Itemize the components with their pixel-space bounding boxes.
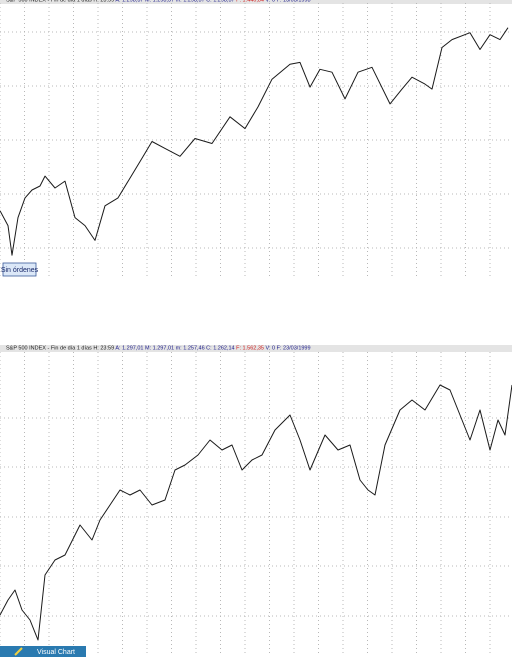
header-part: F: 1.446,84 <box>236 0 265 4</box>
header-bar <box>0 0 512 4</box>
header-part: F: 1.562,35 <box>236 346 265 352</box>
button-label: Sin órdenes <box>1 267 39 274</box>
orders-button[interactable]: Sin órdenes <box>1 262 39 277</box>
header-part: A: 1.297,01 M: 1.297,01 m: 1.257,46 C: 1… <box>115 346 236 352</box>
chart-header: S&P 500 INDEX - Fin de día 1 días H: 23:… <box>6 0 311 4</box>
app-tab[interactable]: Visual Chart <box>0 646 86 657</box>
chart-header: S&P 500 INDEX - Fin de día 1 días H: 23:… <box>6 346 311 352</box>
header-part: A: 1.298,37 M: 1.298,37 m: 1.298,37 C: 1… <box>115 0 236 4</box>
tab-icon <box>14 647 23 656</box>
tab-bg <box>0 646 86 657</box>
header-part: S&P 500 INDEX - Fin de día 1 días H: 23:… <box>6 0 115 4</box>
button-bg <box>2 262 37 277</box>
tab-label: Visual Chart <box>37 649 75 656</box>
price-line <box>0 384 512 641</box>
header-bar <box>0 345 512 352</box>
header-part: S&P 500 INDEX - Fin de día 1 días H: 23:… <box>6 346 115 352</box>
header-part: V: 0 F: 13/03/1998 <box>266 0 311 4</box>
header-part: V: 0 F: 23/03/1999 <box>266 346 311 352</box>
price-line <box>0 27 509 256</box>
